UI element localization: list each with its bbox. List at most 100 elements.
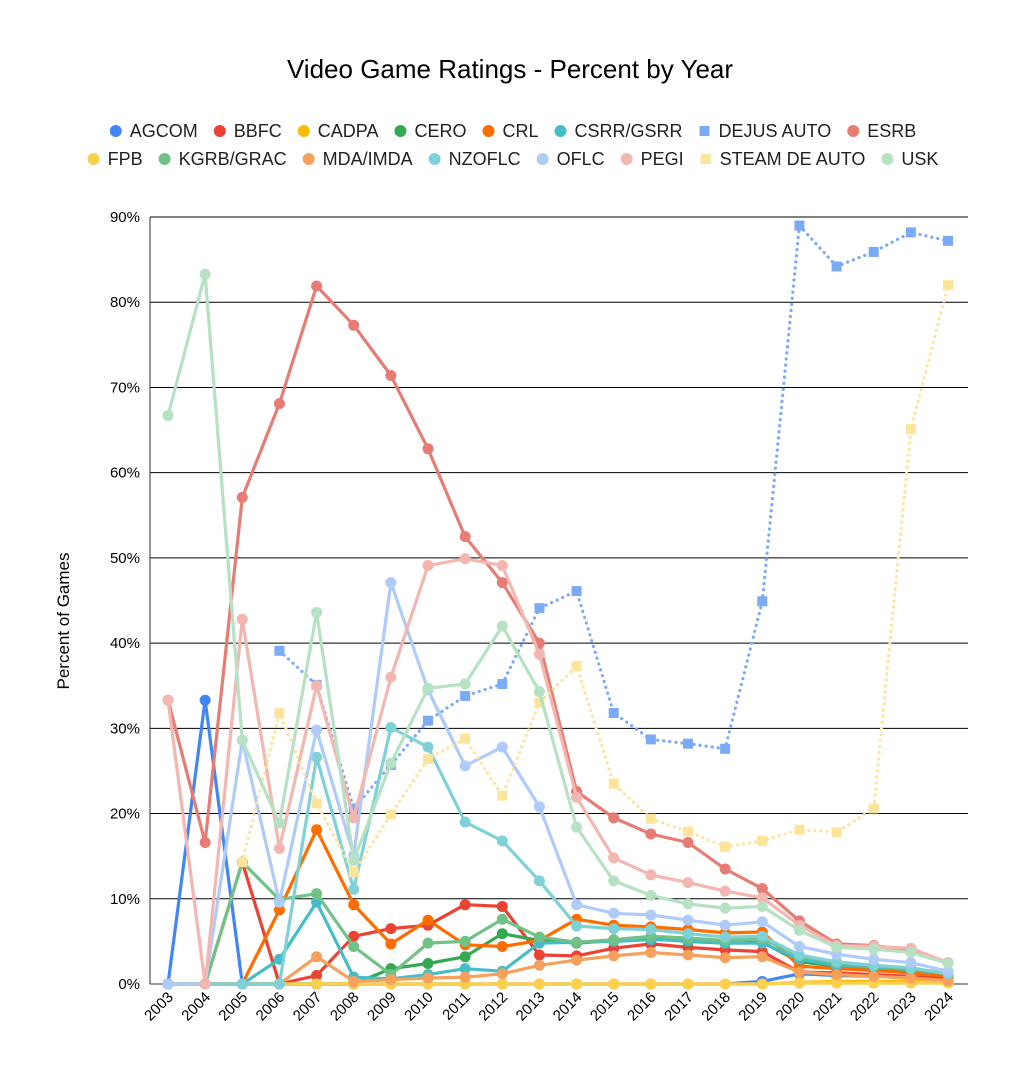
data-point [385,974,397,986]
legend: AGCOM BBFC CADPA CERO CRL CSRR/GSRR DEJUS AUTO… [87,121,938,169]
data-point [793,949,805,961]
data-point [496,978,508,990]
data-point [905,227,916,238]
data-point [645,734,656,745]
data-point [385,809,396,820]
data-point [793,924,805,936]
data-point [905,424,916,435]
series-line [240,283,950,874]
y-tick-label: 30% [110,720,140,737]
data-point [422,972,434,984]
data-point [348,319,360,331]
y-tick-label: 0% [118,976,140,993]
series-steam-de-auto [237,280,953,878]
legend-item: MDA/IMDA [302,149,413,169]
data-point [423,754,433,765]
legend-item: AGCOM [109,121,198,141]
data-point [199,694,211,706]
legend-marker [109,125,122,137]
data-point [905,946,917,958]
data-point [756,951,768,963]
data-point [868,943,880,955]
data-point [236,491,248,503]
legend-marker [482,125,495,137]
data-point [942,958,954,970]
data-point [162,978,174,990]
data-point [496,900,508,912]
data-point [534,603,545,614]
data-point [423,715,433,726]
data-point [199,978,211,990]
legend-label: FPB [108,149,143,169]
series-line [166,950,950,986]
legend-marker [554,125,567,137]
legend-item: DEJUS AUTO [699,121,831,141]
data-point [682,914,694,926]
data-point [348,975,360,987]
data-point [608,907,620,919]
y-tick-label: 10% [110,891,140,908]
data-point [645,978,657,990]
data-point [756,883,768,895]
data-point [311,824,323,836]
data-point [385,923,397,935]
legend-item: CSRR/GSRR [554,121,683,141]
data-point [311,798,322,809]
data-point [682,877,694,889]
legend-item: NZOFLC [428,149,521,169]
data-point [533,931,545,943]
data-point [756,930,768,942]
data-point [237,857,248,868]
data-point [533,949,545,961]
data-point [608,875,620,887]
data-point [682,978,694,990]
data-point [459,816,471,828]
legend-label: MDA/IMDA [323,149,413,169]
data-point [311,888,323,900]
data-point [385,757,397,769]
y-tick-label: 20% [110,806,140,823]
data-point [943,280,953,291]
data-point [608,950,620,962]
data-point [311,280,323,292]
data-point [422,443,434,455]
data-point [274,645,285,656]
y-tick-label: 40% [110,635,140,652]
y-tick-label: 60% [110,465,140,482]
data-point [199,837,211,849]
data-point [533,978,545,990]
data-point [571,821,583,833]
data-point [459,951,471,963]
data-point [533,959,545,971]
data-point [794,824,805,835]
data-point [459,935,471,947]
data-point [608,923,620,935]
data-point [831,969,843,981]
data-point [645,813,656,824]
data-point [385,721,397,733]
legend-label: NZOFLC [449,149,521,169]
data-point [793,977,805,989]
data-point [645,889,657,901]
series-line [166,725,950,986]
data-point [273,904,285,916]
data-point [236,613,248,625]
legend-label: ESRB [867,121,916,141]
data-point [682,928,694,940]
data-point [571,791,583,803]
data-point [905,972,917,984]
data-point [645,909,657,921]
data-point [496,913,508,925]
data-point [683,738,693,749]
data-point [757,835,768,846]
data-point [719,902,731,914]
data-point [571,899,583,911]
data-point [422,914,434,926]
data-point [905,957,917,969]
data-point [645,923,657,935]
data-point [273,398,285,410]
legend-item: CERO [394,121,466,141]
data-point [831,956,843,968]
legend-label: PEGI [641,149,684,169]
series-line [166,272,950,966]
